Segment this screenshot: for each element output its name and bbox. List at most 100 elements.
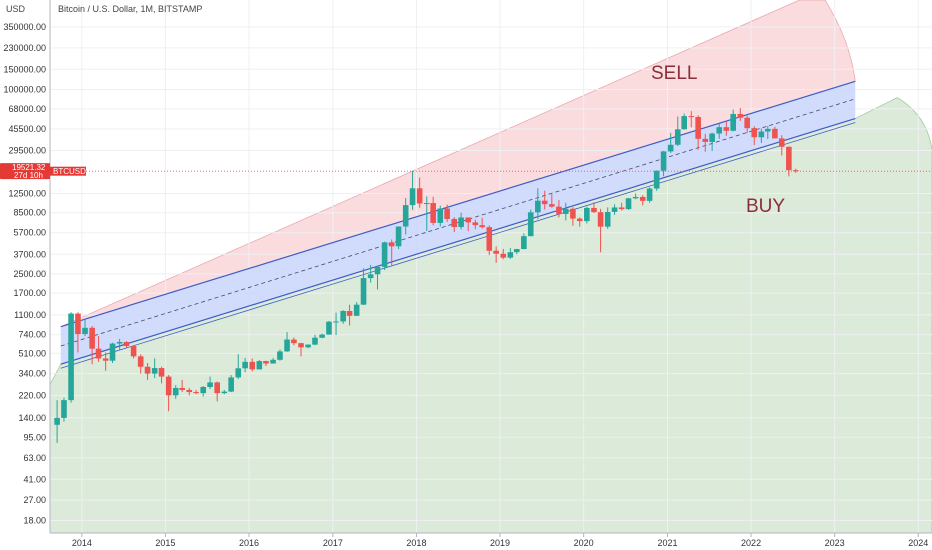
band-top-line (60, 80, 856, 328)
x-tick-label: 2016 (239, 538, 259, 548)
candle-body (772, 128, 778, 139)
candle-body (562, 208, 569, 214)
x-tick-label: 2023 (825, 538, 845, 548)
regression-band (60, 80, 856, 369)
candle-body (458, 217, 464, 227)
symbol-tag-box (50, 166, 86, 176)
candle-body (319, 334, 325, 338)
candle-body (674, 129, 681, 145)
x-tick-label: 2015 (155, 538, 175, 548)
candle-body (744, 117, 750, 129)
y-tick-label: 27.00 (23, 495, 46, 505)
candle-body (444, 208, 450, 219)
candle-body (291, 339, 297, 344)
candle-body (235, 368, 242, 378)
candle-body (521, 236, 527, 250)
band-lower-line (60, 122, 856, 369)
candle-body (493, 250, 499, 254)
candle-body (604, 211, 611, 227)
candle-body (437, 208, 444, 223)
candle-body (165, 376, 172, 396)
candle-body (639, 196, 646, 201)
candle-body (597, 212, 604, 227)
candle-body (527, 212, 534, 237)
candle-body (242, 361, 248, 369)
y-tick-label: 5700.00 (13, 228, 46, 238)
price-tag-value: 19521.32 (12, 163, 46, 172)
y-axis: 18.00 27.00 41.00 63.00 95.00 140.00 220.00 340… (3, 0, 51, 533)
candle-body (270, 359, 276, 364)
y-tick-label: 29500.00 (8, 146, 46, 156)
candle-body (758, 131, 765, 138)
candle-body (611, 207, 618, 212)
y-tick-label: 340.00 (18, 369, 46, 379)
candle-body (507, 252, 514, 258)
candle-body (130, 346, 137, 357)
candle-body (667, 144, 674, 152)
candle-body (737, 113, 744, 118)
candle-body (61, 400, 67, 418)
candle-body (186, 389, 193, 393)
candle-body (430, 203, 436, 223)
candle-body (360, 278, 367, 305)
candle-body (570, 208, 576, 219)
candle-body (374, 266, 381, 275)
y-tick-label: 510.00 (18, 348, 46, 358)
candle-body (172, 387, 179, 396)
candle-body (792, 170, 799, 172)
candle-body (312, 337, 318, 345)
x-tick-label: 2022 (741, 538, 761, 548)
candle-body (256, 361, 263, 370)
candle-body (158, 368, 165, 377)
y-tick-label: 41.00 (23, 474, 46, 484)
y-tick-label: 740.00 (18, 330, 46, 340)
band-bottom-line (60, 117, 856, 365)
candle-body (695, 117, 701, 139)
y-tick-label: 12500.00 (8, 188, 46, 198)
candle-body (479, 225, 485, 228)
candle-body (102, 358, 109, 361)
candle-body (513, 249, 520, 253)
band-mid-line (60, 98, 856, 347)
candle-body (576, 218, 583, 222)
candle-body (381, 242, 388, 267)
candle-body (54, 417, 60, 425)
candle-body (681, 116, 687, 130)
candle-body (472, 222, 479, 226)
candle-body (298, 343, 304, 348)
y-tick-label: 95.00 (23, 432, 46, 442)
candle-body (144, 366, 151, 374)
sell-zone-area (60, 0, 856, 327)
price-tag-box (0, 163, 50, 180)
sell-annotation: SELL (651, 63, 697, 84)
x-tick-label: 2020 (574, 538, 594, 548)
axis-unit-label: USD (6, 4, 26, 14)
price-tag[interactable]: 19521.32 27d 10h BTCUSD (0, 163, 86, 180)
x-tick-label: 2014 (72, 538, 92, 548)
y-tick-label: 8500.00 (13, 208, 46, 218)
candle-body (346, 310, 353, 316)
candle-body (277, 351, 283, 360)
candle-body (409, 188, 416, 206)
candle-body (193, 392, 199, 394)
y-tick-label: 45500.00 (8, 124, 46, 134)
y-tick-label: 230000.00 (3, 43, 46, 53)
candle-body (340, 310, 346, 322)
candle-body (591, 207, 597, 213)
candle-body (200, 386, 207, 394)
candle-body (221, 391, 228, 394)
candle-body (709, 133, 715, 142)
grid-lines (50, 0, 932, 533)
x-tick-label: 2018 (406, 538, 426, 548)
y-tick-label: 220.00 (18, 390, 46, 400)
candle-body (116, 341, 123, 344)
candle-body (549, 204, 555, 207)
candle-body (263, 361, 269, 364)
candle-body (179, 387, 185, 390)
candle-body (68, 313, 74, 401)
y-tick-label: 1100.00 (14, 310, 46, 320)
x-axis: 2014 2015 2016 2017 2018 2019 2020 2021 2022 2023… (50, 532, 932, 548)
candle-body (388, 242, 395, 247)
candle-body (109, 343, 116, 361)
